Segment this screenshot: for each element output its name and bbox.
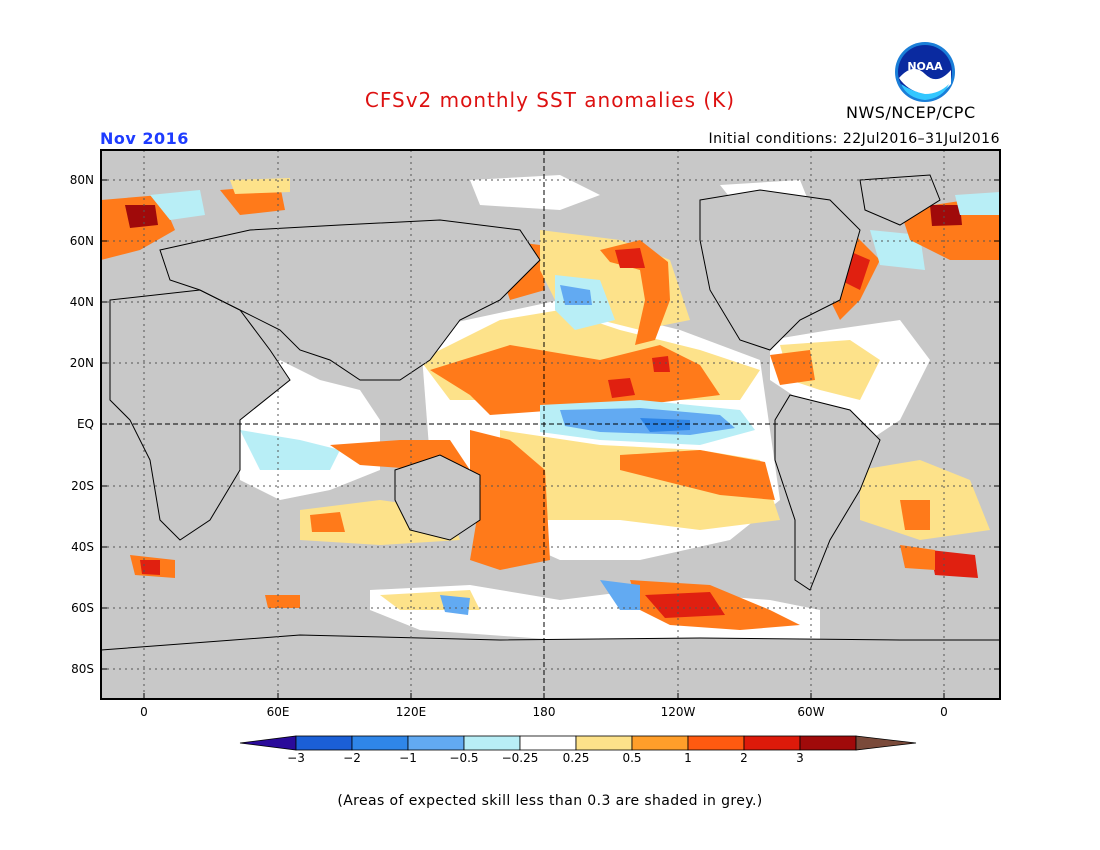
pacific-red-patch-b	[652, 356, 670, 372]
colorbar-arrow-high	[855, 735, 917, 751]
north-pacific-red	[615, 248, 645, 268]
colorbar-segment	[407, 735, 465, 751]
indian-ocean-orange-south	[310, 512, 345, 532]
initial-conditions: Initial conditions: 22Jul2016–31Jul2016	[708, 131, 1000, 147]
colorbar-labels: −3 −2 −1 −0.5 −0.25 0.25 0.5 1 2 3	[287, 751, 804, 765]
argentine-red	[930, 550, 978, 578]
lon-label: 0	[940, 705, 948, 719]
colorbar-label: −3	[287, 751, 305, 765]
continents	[101, 174, 1000, 699]
arctic-east-lightblue	[955, 192, 1000, 215]
colorbar-label: −0.25	[502, 751, 539, 765]
north-pacific-blue	[560, 285, 592, 305]
lon-label: 60W	[797, 705, 824, 719]
continent-africa	[109, 289, 291, 541]
colorbar-segment	[519, 735, 577, 751]
colorbar-segment	[799, 735, 857, 751]
colorbar-label: −0.5	[449, 751, 478, 765]
southern-indian-blue	[440, 595, 470, 615]
agency-label: NWS/NCEP/CPC	[846, 103, 976, 122]
noaa-logo: NOAA	[893, 40, 957, 108]
arctic-west-orange	[101, 195, 175, 260]
continent-antarctica	[101, 634, 1000, 699]
argentine-orange	[900, 545, 935, 570]
pacific-orange-south	[620, 450, 775, 500]
south-africa-red	[140, 560, 160, 575]
lon-label: 120E	[396, 705, 427, 719]
colorbar-label: 2	[740, 751, 748, 765]
south-atlantic-orange	[265, 595, 300, 608]
lat-label: 60N	[70, 234, 94, 248]
lon-label: 60E	[267, 705, 290, 719]
colorbar-label: 3	[796, 751, 804, 765]
colorbar-label: −1	[399, 751, 417, 765]
lon-label: 0	[140, 705, 148, 719]
colorbar	[239, 735, 917, 751]
arctic-east-darkred	[930, 205, 962, 226]
map-gridlines	[101, 150, 1000, 699]
okhotsk-white	[470, 175, 600, 210]
indian-ocean-lightblue	[240, 430, 340, 470]
lat-label: 80N	[70, 173, 94, 187]
west-pacific-orange	[470, 430, 550, 570]
lon-label: 120W	[661, 705, 696, 719]
lat-label: 40S	[71, 540, 94, 554]
barents-yellow	[230, 178, 290, 194]
pacific-red-patch-a	[608, 378, 635, 398]
map-reference-lines	[101, 150, 1000, 699]
lat-label: 20N	[70, 356, 94, 370]
lat-label: EQ	[77, 417, 94, 431]
colorbar-segment	[351, 735, 409, 751]
lat-label: 60S	[71, 601, 94, 615]
noaa-logo-text: NOAA	[907, 60, 943, 73]
arctic-west-darkred	[125, 205, 158, 228]
continent-south-america	[774, 394, 881, 591]
colorbar-segment	[743, 735, 801, 751]
forecast-month: Nov 2016	[100, 129, 189, 148]
continent-australia	[394, 454, 481, 541]
south-atlantic-orange-east	[900, 500, 930, 530]
colorbar-segment	[463, 735, 521, 751]
colorbar-label: 1	[684, 751, 692, 765]
chart-title: CFSv2 monthly SST anomalies (K)	[364, 88, 736, 112]
caribbean-orange	[770, 350, 815, 385]
lon-label: 180	[533, 705, 556, 719]
latitude-labels: 80N 60N 40N 20N EQ 20S 40S 60S 80S	[70, 173, 94, 676]
colorbar-segment	[631, 735, 689, 751]
lat-label: 80S	[71, 662, 94, 676]
continent-north-america	[699, 189, 861, 351]
colorbar-segment	[295, 735, 353, 751]
southern-ocean-red	[645, 592, 725, 618]
continent-eurasia	[159, 219, 541, 381]
colorbar-label: −2	[343, 751, 361, 765]
colorbar-label: 0.5	[622, 751, 641, 765]
skill-footnote: (Areas of expected skill less than 0.3 a…	[337, 793, 763, 809]
colorbar-label: 0.25	[563, 751, 590, 765]
tick-marks	[101, 179, 1000, 699]
continent-greenland	[859, 174, 941, 226]
colorbar-arrow-low	[239, 735, 297, 751]
lat-label: 20S	[71, 479, 94, 493]
arctic-west-lightblue	[150, 190, 205, 220]
southern-ocean-blue	[600, 580, 640, 610]
north-pacific-orange-arc	[600, 240, 670, 345]
colorbar-segment	[575, 735, 633, 751]
colorbar-segment	[687, 735, 745, 751]
lat-label: 40N	[70, 295, 94, 309]
longitude-labels: 0 60E 120E 180 120W 60W 0	[140, 705, 948, 719]
